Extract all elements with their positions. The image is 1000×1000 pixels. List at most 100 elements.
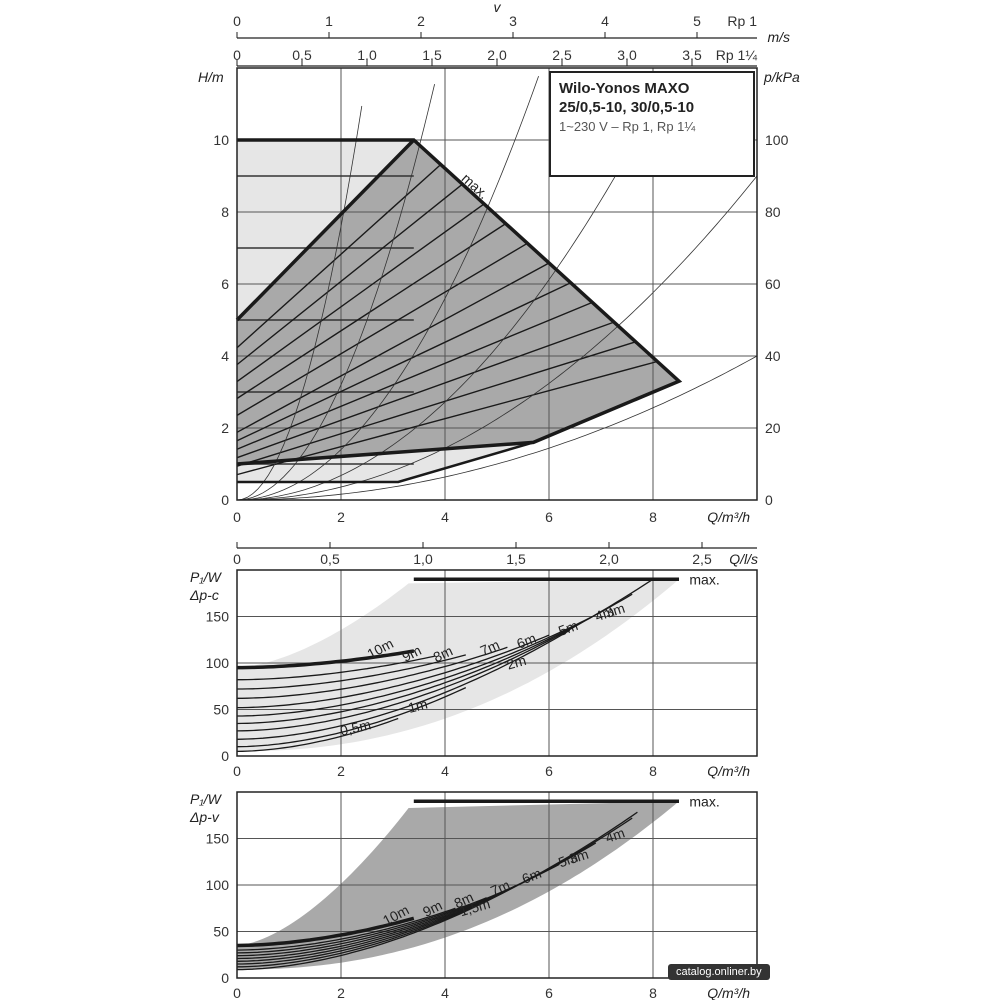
power-area	[237, 579, 679, 752]
flow-ls-label: Q/l/s	[729, 551, 758, 567]
rp1-label: Rp 1	[727, 13, 757, 29]
rp114-tick: 3,5	[682, 47, 702, 63]
rp1-tick: 0	[233, 13, 241, 29]
power-max-label: max.	[689, 571, 719, 587]
head-x-label: Q/m³/h	[707, 509, 750, 525]
system-curve	[237, 355, 758, 501]
rp114-tick: 1,0	[357, 47, 377, 63]
power-curve-label: 1m	[406, 695, 429, 715]
min-edge-curve	[235, 138, 416, 322]
head-y-tick: 10	[213, 132, 229, 148]
power-curve-label: 4m	[593, 603, 617, 624]
head-control-line	[236, 341, 636, 467]
power-x-label: Q/m³/h	[707, 985, 750, 1000]
rp1-tick: 1	[325, 13, 333, 29]
power-curve	[236, 916, 415, 948]
head-y-tick: 0	[221, 492, 229, 508]
power-curve	[236, 578, 654, 732]
power-y-label: P₁/W	[190, 791, 223, 807]
rp114-tick: 3,0	[617, 47, 637, 63]
power-curve-label: 3m	[603, 600, 626, 621]
power-x-tick: 4	[441, 985, 449, 1000]
low-curve	[237, 441, 534, 484]
head-control-line	[236, 203, 485, 383]
head-y-right-tick: 100	[765, 132, 789, 148]
head-control-line	[236, 282, 572, 442]
power-x-label: Q/m³/h	[707, 763, 750, 779]
power-curve-label: 0,5m	[339, 716, 373, 739]
power-x-tick: 8	[649, 763, 657, 779]
power-x-tick: 2	[337, 985, 345, 1000]
head-frame	[236, 67, 758, 501]
flow-ls-tick: 1,0	[413, 551, 433, 567]
power-curve-label: 8m	[431, 642, 455, 665]
flow-ls-tick: 1,5	[506, 551, 526, 567]
power-curve	[237, 817, 633, 965]
power-x-tick: 0	[233, 985, 241, 1000]
head-y-right-label: p/kPa	[763, 69, 800, 85]
flow-ls-tick: 2,5	[692, 551, 712, 567]
head-y-tick: 8	[221, 204, 229, 220]
power-curve	[237, 634, 550, 709]
power-curve-label: 9m	[420, 897, 445, 920]
power-frame	[236, 791, 758, 979]
head-y-right-tick: 60	[765, 276, 781, 292]
power-y-tick: 100	[206, 655, 230, 671]
rp1-tick: 5	[693, 13, 701, 29]
power-y-label: P₁/W	[190, 569, 223, 585]
head-y-tick: 4	[221, 348, 229, 364]
power-curve	[236, 879, 529, 957]
flow-ls-tick: 2,0	[599, 551, 619, 567]
head-control-line	[236, 242, 528, 417]
power-y-tick: 150	[206, 609, 230, 625]
watermark: catalog.onliner.by	[668, 964, 770, 980]
power-mode-label: Δp-v	[189, 809, 220, 825]
power-curve	[236, 897, 487, 954]
rp1-tick: 3	[509, 13, 517, 29]
head-control-line	[236, 360, 658, 476]
flow-ls-tick: 0,5	[320, 551, 340, 567]
power-curve	[237, 649, 415, 670]
power-curve	[237, 616, 591, 717]
head-control-line	[236, 262, 550, 433]
head-control-line	[236, 183, 463, 366]
power-curve-label: 3m	[567, 846, 590, 867]
system-curve	[237, 175, 758, 501]
head-control-line	[236, 301, 593, 450]
velocity-label: v	[494, 0, 502, 15]
power-curve	[237, 646, 508, 699]
power-max-label: max.	[689, 793, 719, 809]
chart-title-box: Wilo-Yonos MAXO 25/0,5-10, 30/0,5-10 1~2…	[549, 71, 755, 177]
ms-label: m/s	[767, 29, 790, 45]
power-x-tick: 8	[649, 985, 657, 1000]
power-x-tick: 0	[233, 763, 241, 779]
power-x-tick: 6	[545, 763, 553, 779]
chart-title-line-1: Wilo-Yonos MAXO	[559, 80, 690, 97]
head-x-tick: 4	[441, 509, 449, 525]
power-x-tick: 2	[337, 763, 345, 779]
power-curve	[236, 907, 456, 951]
chart-subtitle: 1~230 V – Rp 1, Rp 1¼	[559, 119, 696, 134]
rp1-tick: 2	[417, 13, 425, 29]
chart-title-line-2: 25/0,5-10, 30/0,5-10	[559, 99, 695, 116]
power-y-tick: 150	[206, 831, 230, 847]
head-y-right-tick: 80	[765, 204, 781, 220]
power-curve-label: 9m	[399, 642, 424, 665]
power-curve	[237, 811, 638, 968]
head-y-label: H/m	[198, 69, 224, 85]
power-y-tick: 0	[221, 748, 229, 764]
rp1-tick: 4	[601, 13, 609, 29]
power-x-tick: 4	[441, 763, 449, 779]
power-mode-label: Δp-c	[189, 587, 219, 603]
rp114-tick: 2,0	[487, 47, 507, 63]
power-curve-label: 4m	[603, 824, 627, 845]
power-curve-label: 7m	[488, 877, 512, 899]
rp114-tick: 0	[233, 47, 241, 63]
power-curve	[237, 654, 466, 690]
head-y-tick: 6	[221, 276, 229, 292]
system-curve	[236, 84, 435, 501]
system-curve	[236, 105, 363, 501]
power-curve-label: 7m	[478, 636, 502, 658]
